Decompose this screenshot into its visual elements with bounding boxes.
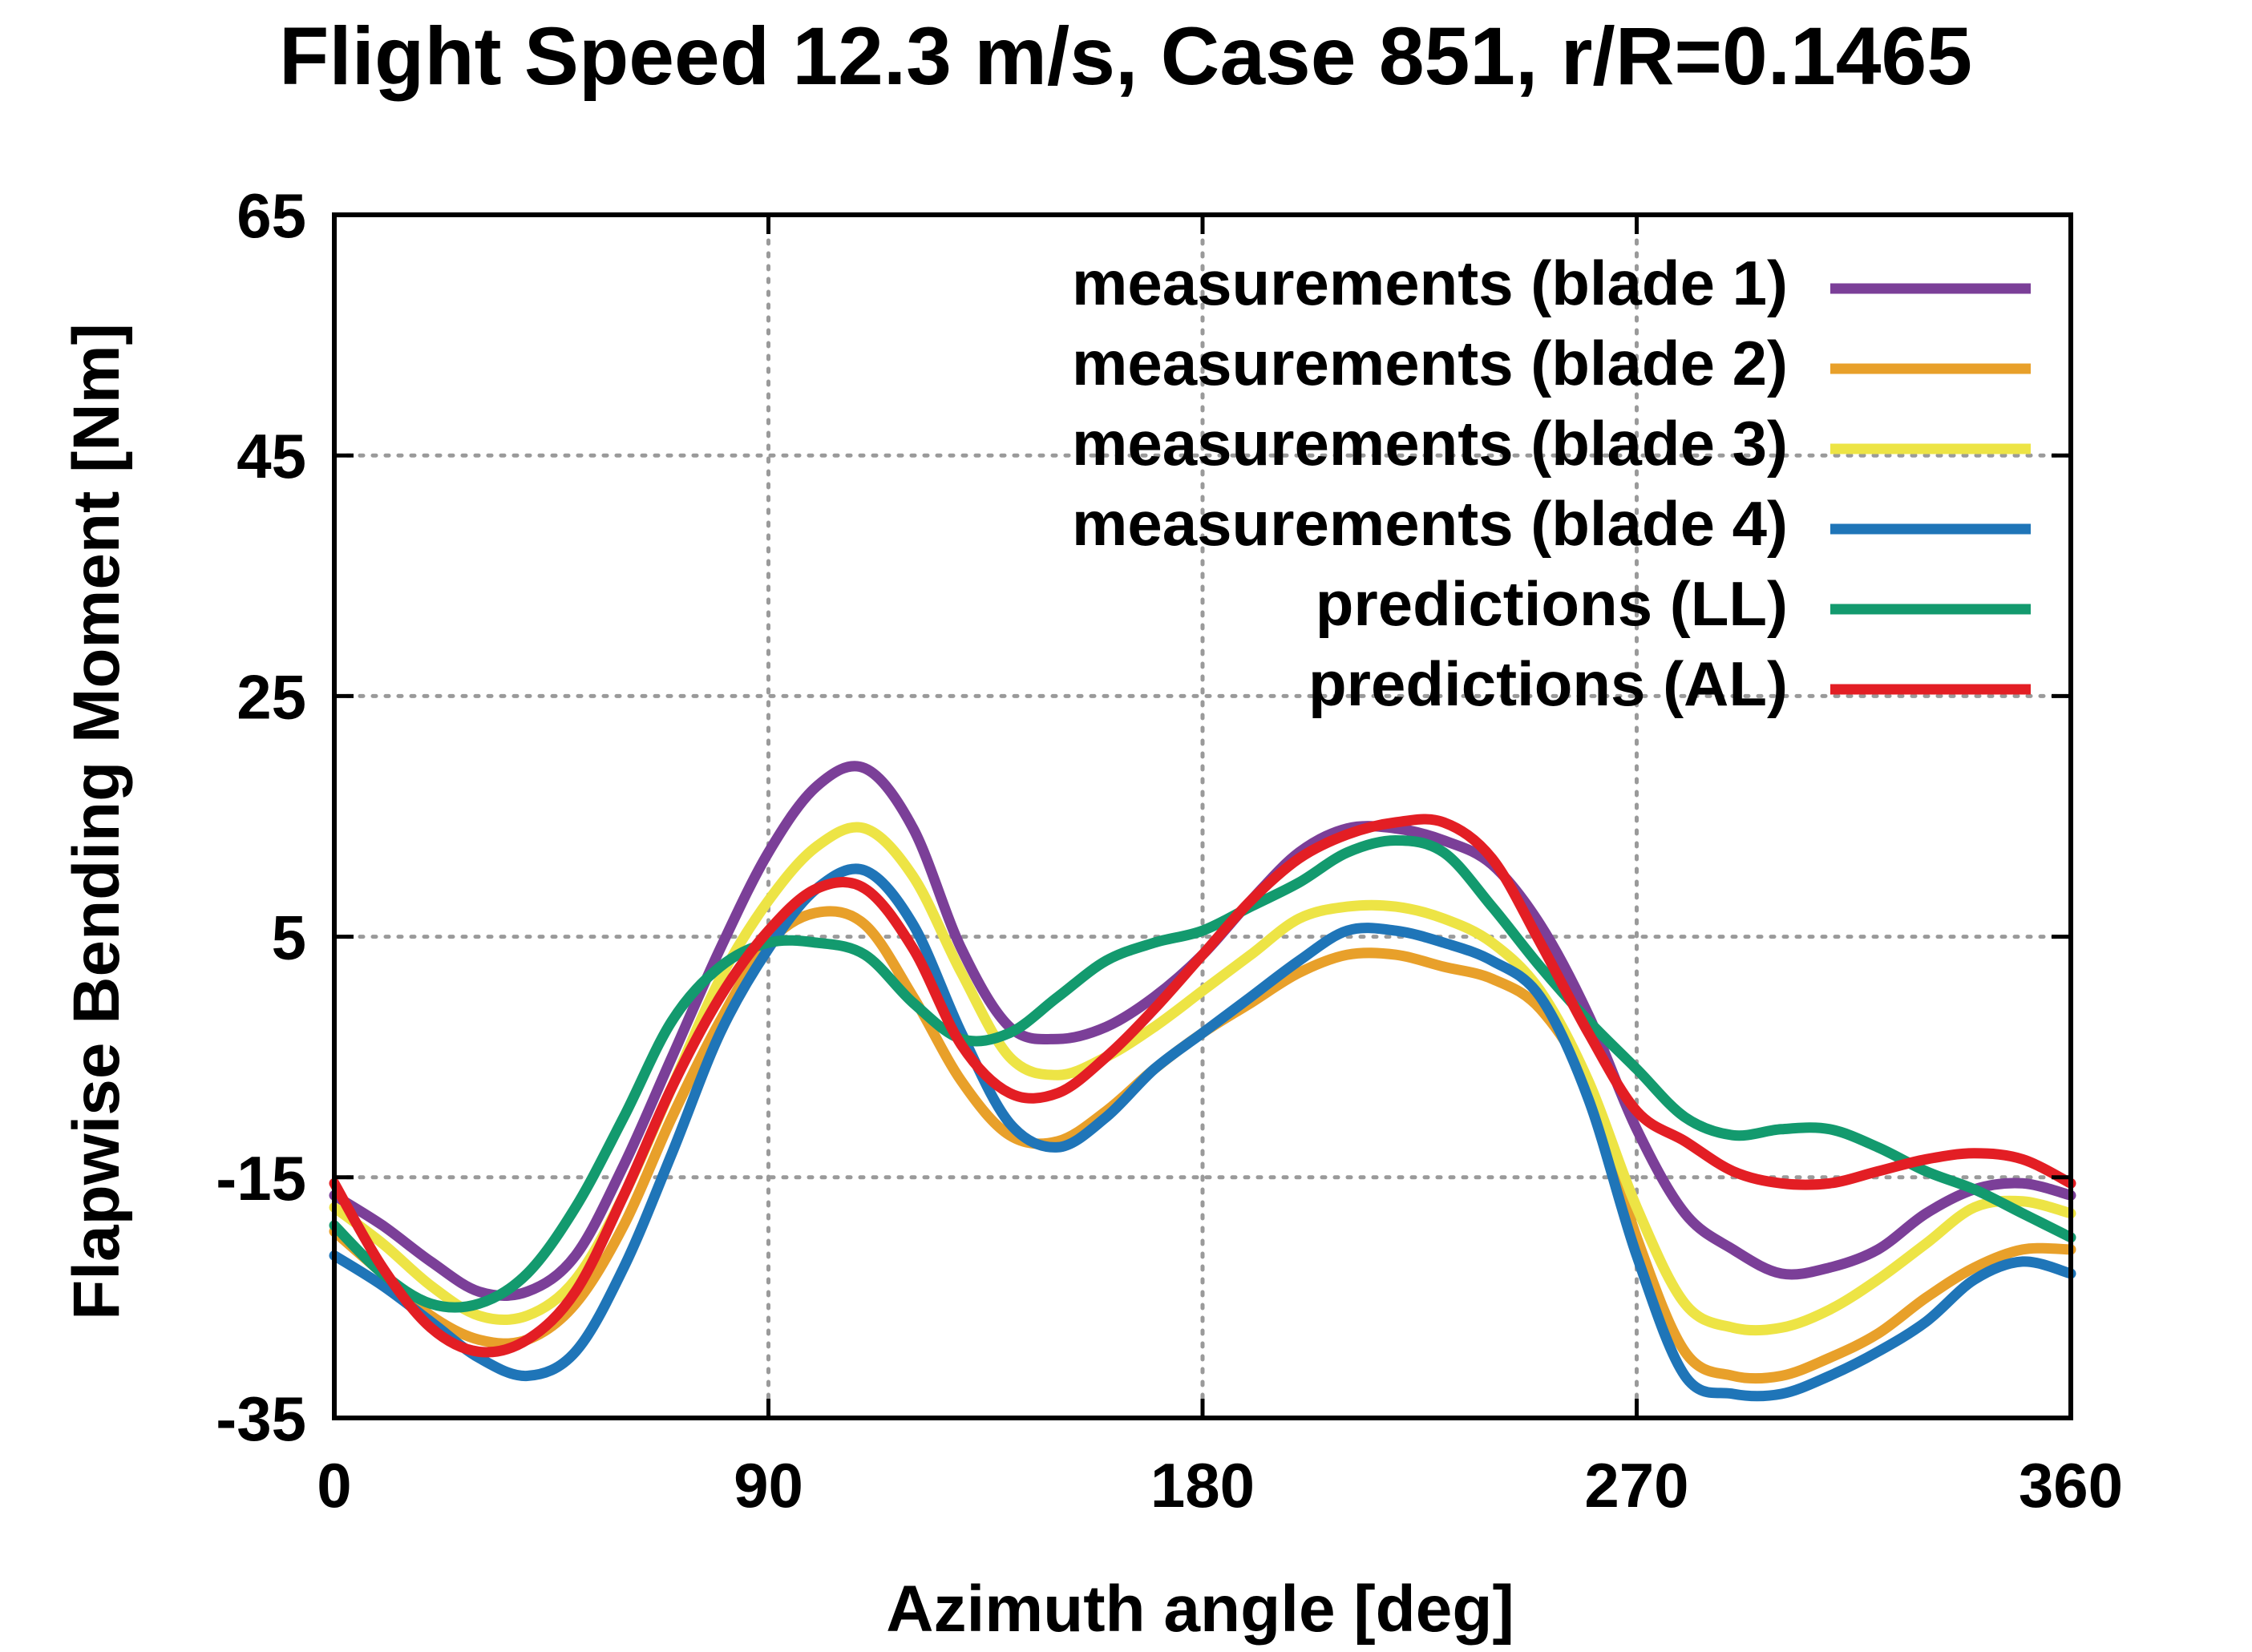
legend-label-4: measurements (blade 4) <box>1072 488 1788 559</box>
x-tick-label: 180 <box>1150 1450 1255 1521</box>
series-line-6 <box>329 814 2076 1358</box>
y-axis-label: Flapwise Bending Moment [Nm] <box>60 323 133 1320</box>
x-axis-label: Azimuth angle [deg] <box>886 1573 1514 1646</box>
y-tick-label: -15 <box>216 1143 306 1214</box>
legend-label-5: predictions (LL) <box>1316 568 1788 639</box>
axis-ticks: 0 90 180 270 360 -35 -15 5 25 45 65 <box>216 180 2123 1521</box>
y-tick-label: 65 <box>237 180 306 251</box>
x-tick-label: 0 <box>317 1450 351 1521</box>
series-line-5 <box>329 835 2076 1313</box>
y-tick-label: -35 <box>216 1383 306 1454</box>
legend-label-2: measurements (blade 2) <box>1072 328 1788 398</box>
x-tick-label: 360 <box>2019 1450 2123 1521</box>
y-tick-label: 25 <box>237 661 306 732</box>
y-tick-label: 5 <box>272 903 306 973</box>
x-tick-label: 270 <box>1584 1450 1688 1521</box>
chart-title: Flight Speed 12.3 m/s, Case 851, r/R=0.1… <box>279 10 1972 102</box>
series-line-4 <box>329 863 2076 1402</box>
y-tick-label: 45 <box>237 421 306 491</box>
legend: measurements (blade 1) measurements (blad… <box>1072 248 2031 719</box>
legend-label-3: measurements (blade 3) <box>1072 408 1788 479</box>
legend-label-6: predictions (AL) <box>1308 648 1788 719</box>
x-tick-label: 90 <box>734 1450 803 1521</box>
series-lines <box>329 761 2076 1402</box>
legend-label-1: measurements (blade 1) <box>1072 248 1788 318</box>
